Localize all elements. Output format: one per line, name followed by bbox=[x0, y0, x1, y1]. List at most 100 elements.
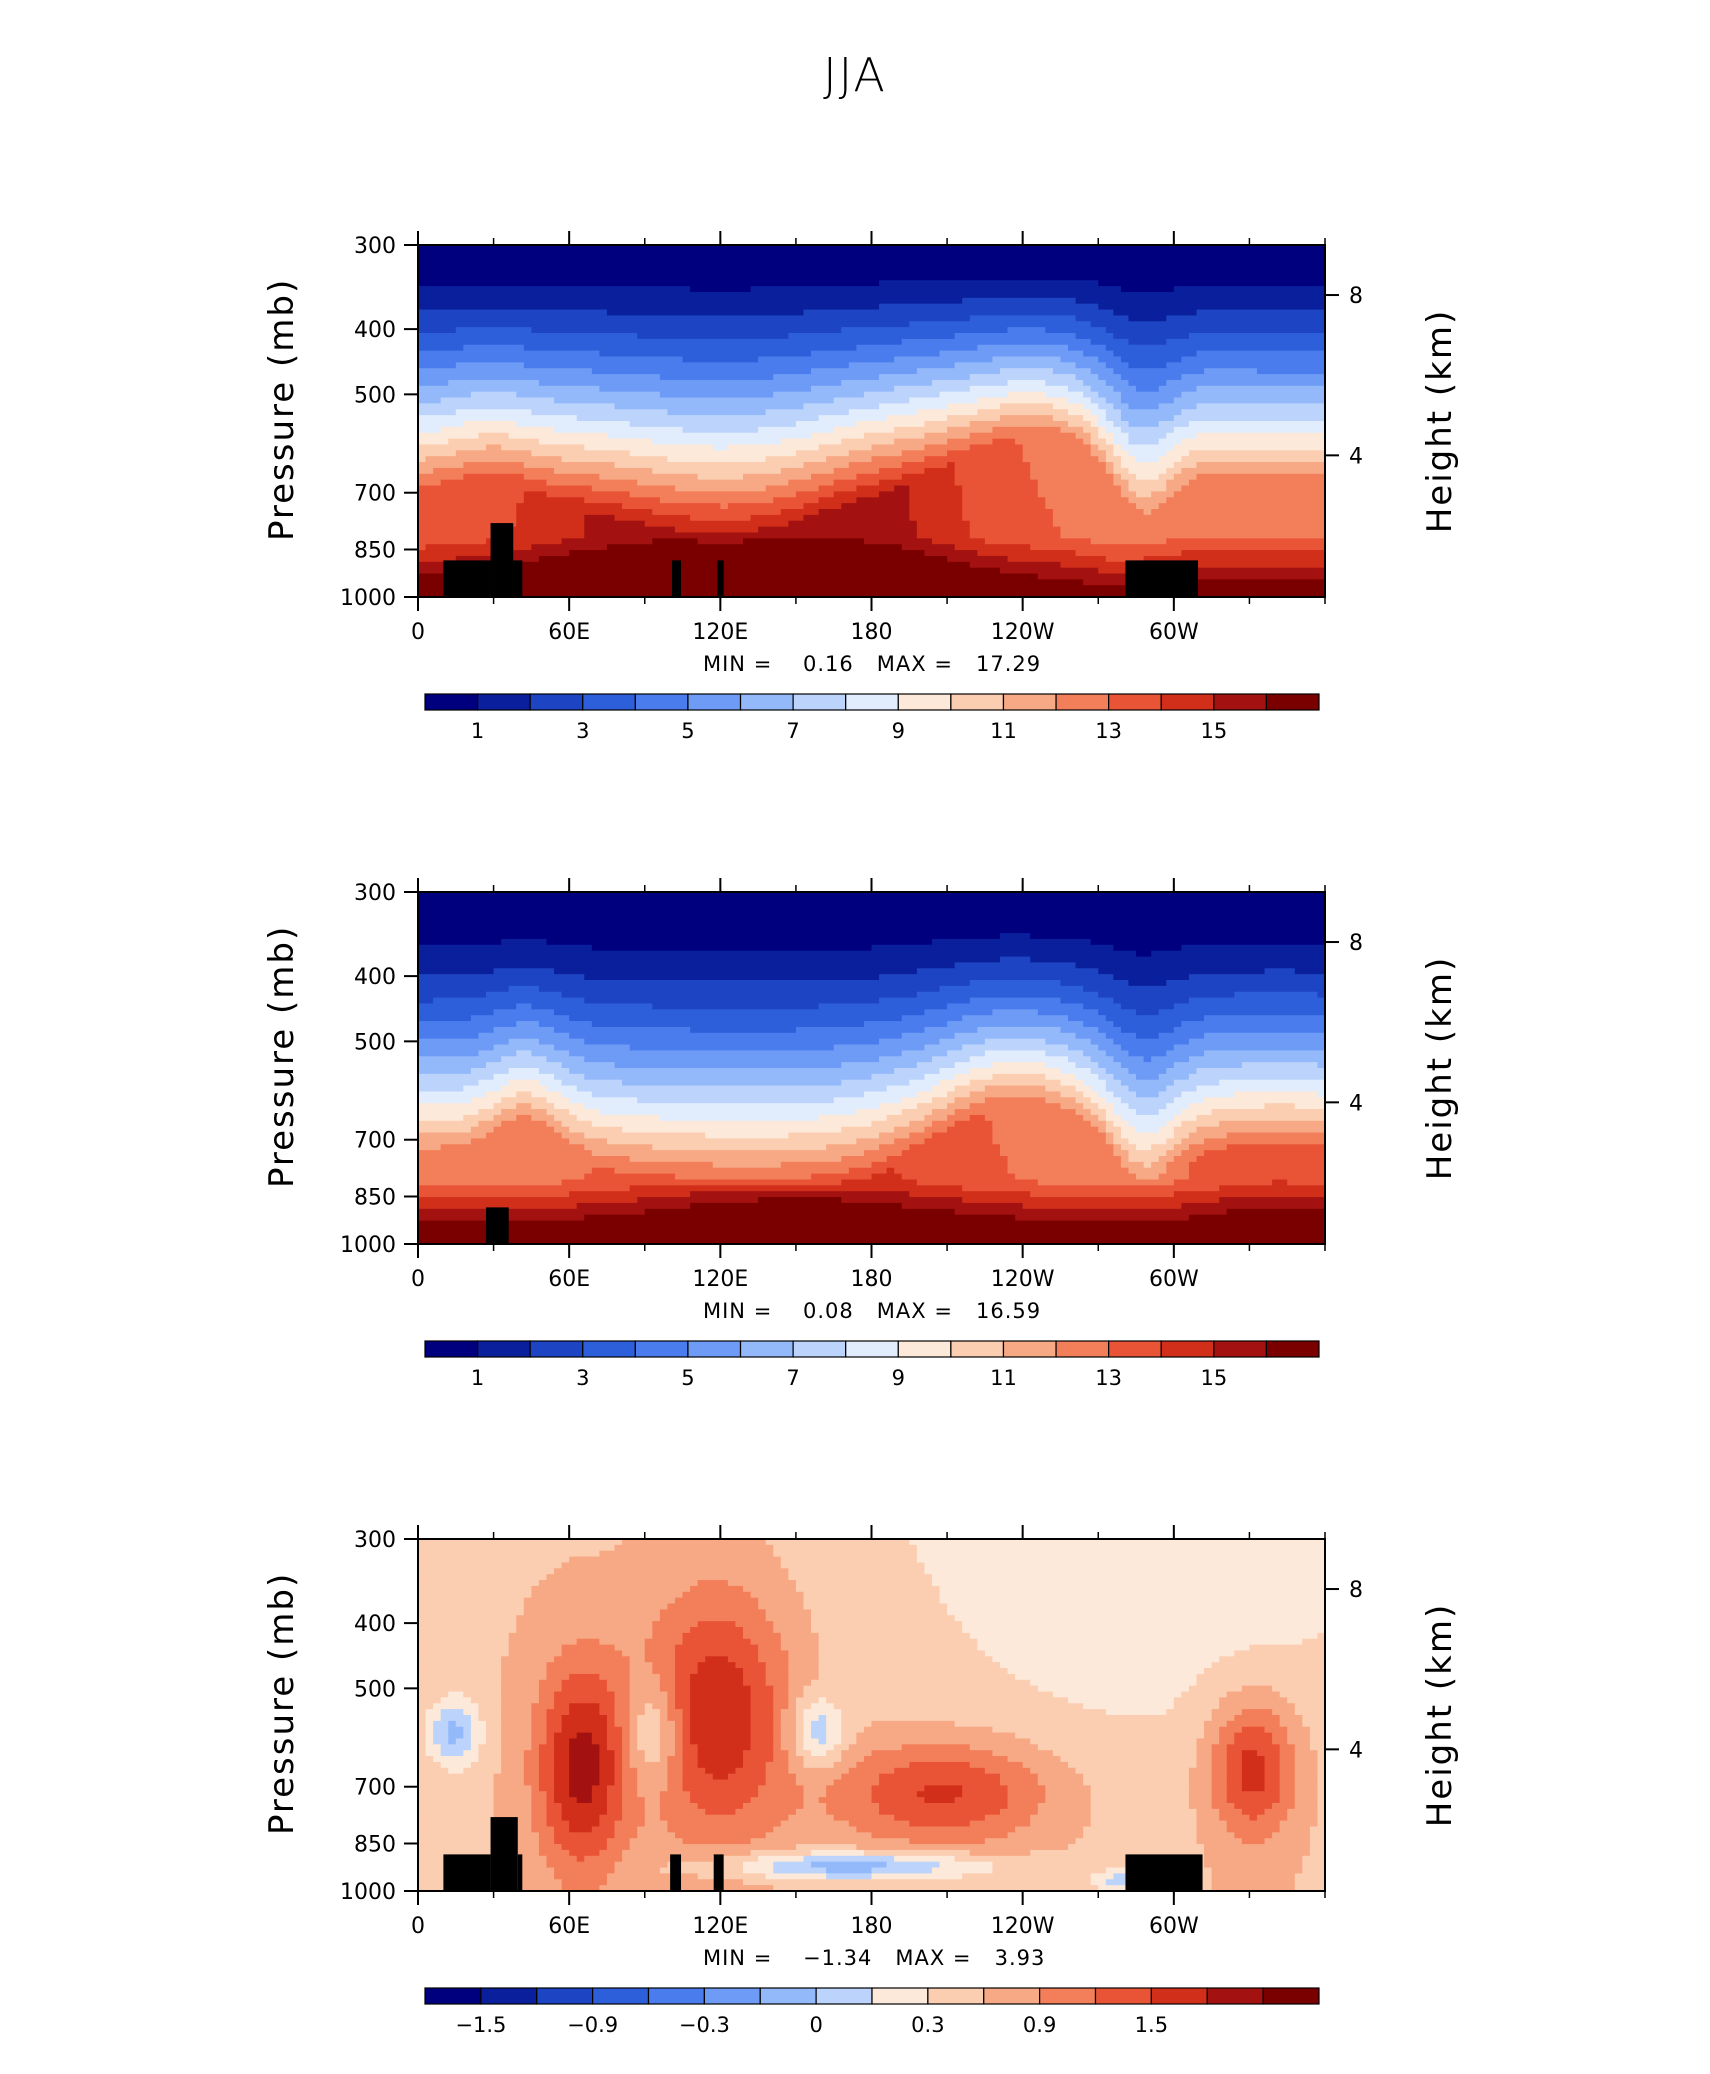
x-tick-label: 0 bbox=[411, 1914, 425, 1939]
field-cell bbox=[1226, 1826, 1281, 1833]
field-cell bbox=[1015, 1673, 1198, 1681]
field-cell bbox=[470, 1068, 510, 1075]
field-cell bbox=[1090, 1109, 1107, 1116]
field-cell bbox=[561, 1132, 585, 1139]
field-cell bbox=[1181, 1120, 1220, 1128]
field-cell bbox=[954, 962, 1077, 969]
field-cell bbox=[418, 1202, 578, 1210]
field-cell bbox=[418, 256, 1326, 264]
field-cell bbox=[954, 362, 1077, 369]
field-cell bbox=[418, 432, 480, 440]
field-cell bbox=[501, 1738, 532, 1745]
field-cell bbox=[561, 1844, 608, 1851]
field-cell bbox=[599, 1638, 646, 1646]
field-cell bbox=[418, 1197, 638, 1204]
field-cell bbox=[418, 1591, 532, 1599]
field-cell bbox=[773, 1703, 789, 1710]
field-cell bbox=[501, 1720, 532, 1728]
field-cell bbox=[599, 1773, 616, 1781]
field-cell bbox=[418, 1732, 427, 1740]
field-cell bbox=[561, 538, 653, 545]
field-cell bbox=[758, 356, 895, 363]
field-cell bbox=[999, 567, 1099, 575]
field-cell bbox=[795, 1732, 805, 1740]
field-cell bbox=[418, 391, 472, 399]
field-cell bbox=[871, 444, 926, 451]
field-cell bbox=[493, 1009, 555, 1016]
field-cell bbox=[1317, 1808, 1326, 1816]
field-cell bbox=[1128, 497, 1167, 504]
field-cell bbox=[1105, 1050, 1130, 1057]
field-cell bbox=[947, 426, 994, 434]
field-cell bbox=[879, 1056, 933, 1063]
field-cell bbox=[826, 1867, 873, 1874]
field-cell bbox=[667, 1761, 684, 1769]
field-cell bbox=[1113, 1021, 1182, 1028]
field-cell bbox=[1219, 1732, 1235, 1740]
field-cell bbox=[418, 991, 487, 999]
field-cell bbox=[418, 1021, 517, 1028]
x-tick-label: 180 bbox=[851, 620, 893, 645]
field-cell bbox=[969, 374, 1077, 381]
field-cell bbox=[516, 1021, 540, 1028]
field-cell bbox=[508, 1638, 578, 1646]
field-cell bbox=[523, 491, 548, 498]
field-cell bbox=[470, 1138, 570, 1145]
field-cell bbox=[1083, 1003, 1122, 1010]
field-cell bbox=[546, 1797, 555, 1804]
field-cell bbox=[546, 1803, 563, 1810]
field-cell bbox=[538, 1021, 593, 1028]
field-cell bbox=[576, 1114, 661, 1122]
field-cell bbox=[1226, 1208, 1326, 1216]
field-cell bbox=[1226, 1744, 1281, 1751]
field-cell bbox=[1090, 450, 1107, 457]
field-cell bbox=[969, 421, 1069, 428]
colorbar-label: 5 bbox=[681, 719, 694, 743]
field-cell bbox=[1098, 403, 1114, 410]
field-cell bbox=[418, 1009, 495, 1016]
field-cell bbox=[999, 1808, 1039, 1816]
field-cell bbox=[682, 1838, 752, 1845]
field-cell bbox=[516, 514, 585, 522]
field-cell bbox=[1279, 1715, 1303, 1722]
field-cell bbox=[1098, 1885, 1152, 1892]
field-cell bbox=[1098, 1073, 1114, 1081]
field-cell bbox=[833, 479, 880, 487]
field-cell bbox=[841, 379, 933, 387]
field-cell bbox=[871, 1867, 933, 1874]
field-cell bbox=[531, 1797, 548, 1804]
field-cell bbox=[1090, 338, 1130, 346]
field-cell bbox=[652, 509, 782, 516]
x-tick-label: 60E bbox=[548, 620, 590, 645]
field-cell bbox=[758, 526, 918, 534]
field-cell bbox=[795, 1750, 812, 1757]
field-cell bbox=[418, 379, 449, 387]
colorbar-label: 11 bbox=[990, 1366, 1017, 1390]
field-cell bbox=[418, 927, 1326, 934]
field-cell bbox=[999, 403, 1054, 410]
field-cell bbox=[992, 356, 1062, 363]
field-cell bbox=[682, 1632, 744, 1640]
field-cell bbox=[1219, 1726, 1243, 1734]
field-cell bbox=[947, 1003, 1084, 1010]
field-cell bbox=[780, 1709, 797, 1716]
field-cell bbox=[674, 526, 759, 534]
field-cell bbox=[1113, 385, 1137, 393]
field-cell bbox=[1105, 1085, 1130, 1093]
field-cell bbox=[538, 1580, 699, 1587]
field-cell bbox=[418, 1750, 427, 1757]
field-cell bbox=[1105, 1120, 1114, 1128]
field-cell bbox=[1060, 980, 1130, 987]
field-cell bbox=[591, 1738, 608, 1745]
field-cell bbox=[418, 897, 1326, 905]
field-cell bbox=[833, 426, 895, 434]
field-cell bbox=[901, 1744, 971, 1751]
field-cell bbox=[1113, 1056, 1145, 1063]
field-cell bbox=[984, 1650, 1235, 1657]
field-cell bbox=[947, 403, 1001, 410]
field-cell bbox=[833, 1744, 850, 1751]
field-cell bbox=[901, 1097, 933, 1104]
field-cell bbox=[599, 1703, 616, 1710]
field-cell bbox=[1204, 1844, 1311, 1851]
field-cell bbox=[418, 1191, 570, 1198]
